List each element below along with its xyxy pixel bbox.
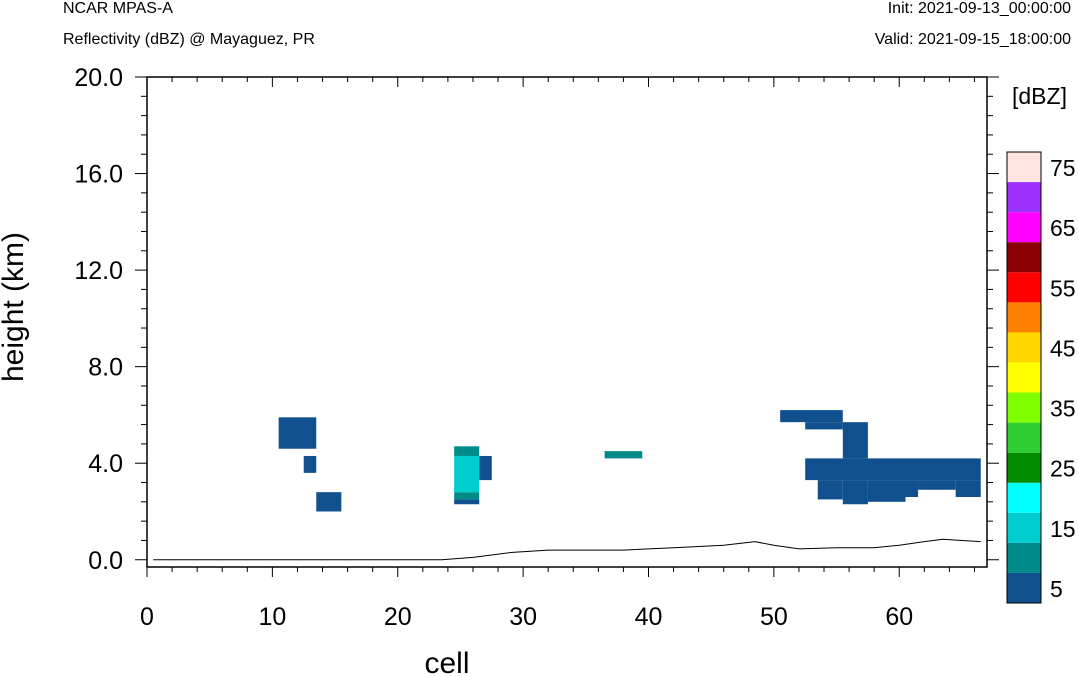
reflectivity-cell-13 <box>817 480 843 500</box>
reflectivity-cell-11 <box>842 422 868 459</box>
colorbar-label-35: 35 <box>1050 396 1076 422</box>
colorbar-swatch-30 <box>1007 422 1041 453</box>
init-time: Init: 2021-09-13_00:00:00 <box>887 0 1071 17</box>
reflectivity-cell-15 <box>867 480 906 502</box>
colorbar-label-75: 75 <box>1050 155 1076 181</box>
y-tick-label-2: 8.0 <box>88 354 123 382</box>
reflectivity-cell-6 <box>454 446 480 456</box>
colorbar-frame <box>1006 151 1042 604</box>
reflectivity-cell-9 <box>780 410 843 423</box>
y-tick-label-1: 4.0 <box>88 450 123 478</box>
colorbar-swatch-5 <box>1007 572 1041 603</box>
colorbar-swatch-25 <box>1007 452 1041 483</box>
x-tick-label-50: 50 <box>760 603 788 631</box>
colorbar-units: [dBZ] <box>1012 83 1067 109</box>
y-tick-label-0: 0.0 <box>88 547 123 575</box>
colorbar-label-25: 25 <box>1050 456 1076 482</box>
colorbar-swatch-55 <box>1007 272 1041 303</box>
x-tick-label-40: 40 <box>635 603 663 631</box>
terrain-line <box>153 538 981 561</box>
colorbar-label-15: 15 <box>1050 516 1076 542</box>
colorbar-swatch-50 <box>1007 302 1041 333</box>
reflectivity-cell-2 <box>316 492 342 512</box>
x-tick-label-20: 20 <box>384 603 412 631</box>
reflectivity-cell-14 <box>842 480 868 505</box>
colorbar-label-5: 5 <box>1050 576 1063 602</box>
x-tick-label-30: 30 <box>509 603 537 631</box>
y-tick-label-4: 16.0 <box>74 161 123 189</box>
colorbar-swatch-70 <box>1007 182 1041 213</box>
colorbar-label-55: 55 <box>1050 275 1076 301</box>
reflectivity-cell-3 <box>454 499 480 505</box>
colorbar-swatch-40 <box>1007 362 1041 393</box>
colorbar-swatch-75 <box>1007 152 1041 183</box>
x-tick-label-60: 60 <box>885 603 913 631</box>
colorbar-swatch-10 <box>1007 542 1041 573</box>
chart-title: NCAR MPAS-A <box>63 0 173 17</box>
colorbar-swatch-45 <box>1007 332 1041 363</box>
reflectivity-cell-12 <box>805 458 981 481</box>
plot-frame <box>146 76 988 568</box>
reflectivity-cell-10 <box>805 422 843 430</box>
reflectivity-cell-7 <box>479 455 492 481</box>
reflectivity-cell-8 <box>604 451 643 459</box>
reflectivity-cell-18 <box>955 480 981 497</box>
reflectivity-cell-0 <box>278 417 317 449</box>
colorbar-swatch-35 <box>1007 392 1041 423</box>
reflectivity-cell-17 <box>918 480 956 490</box>
x-tick-label-10: 10 <box>258 603 286 631</box>
reflectivity-cell-5 <box>454 455 480 493</box>
y-axis-label: height (km) <box>0 232 30 382</box>
valid-time: Valid: 2021-09-15_18:00:00 <box>874 31 1071 48</box>
x-tick-label-0: 0 <box>140 603 154 631</box>
colorbar-swatch-15 <box>1007 512 1041 543</box>
colorbar-label-65: 65 <box>1050 215 1076 241</box>
colorbar-swatch-65 <box>1007 212 1041 243</box>
y-tick-label-3: 12.0 <box>74 257 123 285</box>
reflectivity-cell-4 <box>454 492 480 500</box>
reflectivity-cell-16 <box>905 480 919 497</box>
x-axis-label: cell <box>424 647 469 677</box>
colorbar-label-45: 45 <box>1050 335 1076 361</box>
chart-subtitle: Reflectivity (dBZ) @ Mayaguez, PR <box>63 31 315 48</box>
colorbar-swatch-20 <box>1007 482 1041 513</box>
colorbar-swatch-60 <box>1007 242 1041 273</box>
y-tick-label-5: 20.0 <box>74 64 123 92</box>
reflectivity-cell-1 <box>303 455 317 473</box>
